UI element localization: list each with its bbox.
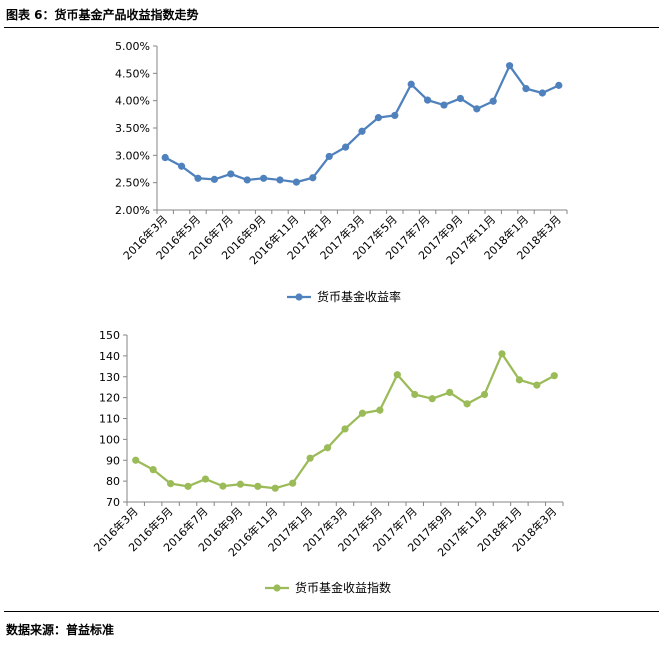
legend-marker-swatch [295,293,303,301]
y-tick-label: 4.50% [115,67,150,80]
data-point [456,94,464,103]
source-note: 数据来源：普益标准 [6,623,115,637]
figure-header: 图表 6：货币基金产品收益指数走势 [0,0,665,28]
data-point [550,372,558,380]
data-point [276,176,284,184]
data-point [473,105,481,113]
y-tick-label: 140 [99,350,120,363]
data-point [358,409,367,417]
data-point [132,456,140,464]
data-point [292,178,300,186]
data-point [555,81,563,89]
data-point [533,381,541,389]
bottom-rule [4,611,659,612]
data-point [210,175,218,183]
data-point [254,482,262,490]
series-line [135,352,555,490]
legend-marker-swatch [273,584,281,592]
data-point [178,162,186,170]
y-tick-label: 110 [99,413,120,426]
data-point [167,480,175,488]
y-tick-label: 130 [99,371,120,384]
y-tick-label: 2.50% [115,177,150,190]
data-point [194,174,202,182]
legend-label: 货币基金收益指数 [295,580,391,595]
data-point [411,390,419,399]
top-rule [4,27,659,28]
data-point [219,482,227,490]
data-point [424,96,432,104]
data-point [498,350,506,358]
data-point [309,174,317,182]
data-point [358,127,366,135]
data-point [236,480,244,488]
data-point [463,400,471,408]
data-point [446,388,454,397]
y-tick-label: 2.00% [115,204,150,217]
data-point [374,114,382,122]
data-point [325,152,333,161]
y-tick-label: 70 [106,496,120,509]
data-point [227,170,235,178]
data-point [538,89,547,97]
data-point [201,475,210,483]
y-tick-label: 5.00% [115,40,150,53]
legend-label: 货币基金收益率 [317,289,401,304]
data-point [323,444,332,452]
yield-rate-chart: 2.00%2.50%3.00%3.50%4.00%4.50%5.00%2016年… [115,40,568,304]
data-point [306,454,314,462]
data-point [149,466,157,474]
data-point [393,371,401,379]
data-point [407,80,415,88]
y-tick-label: 4.00% [115,95,150,108]
legend: 货币基金收益指数 [265,580,391,595]
y-tick-label: 90 [106,454,120,467]
data-point [342,143,350,151]
legend: 货币基金收益率 [287,289,401,304]
y-tick-label: 3.50% [115,122,150,135]
data-point [341,425,349,433]
y-tick-label: 80 [106,475,120,488]
data-point [391,111,399,120]
data-point [480,390,489,399]
data-point [515,376,524,384]
y-tick-label: 120 [99,392,120,405]
y-tick-label: 100 [99,433,120,446]
data-point [440,101,448,109]
yield-index-chart: 7080901001101201301401502016年3月2016年5月20… [91,329,564,595]
data-point [489,97,497,105]
data-point [289,479,297,487]
data-point [428,395,436,403]
data-point [522,85,530,93]
data-point [184,482,192,490]
y-tick-label: 150 [99,329,120,342]
y-tick-label: 3.00% [115,149,150,162]
data-point [161,153,169,162]
data-point [260,174,268,182]
figure-title: 图表 6：货币基金产品收益指数走势 [6,8,199,22]
series-line [164,64,560,184]
data-point [376,406,384,414]
data-point [243,176,251,184]
data-point [506,62,514,70]
data-point [271,484,279,492]
